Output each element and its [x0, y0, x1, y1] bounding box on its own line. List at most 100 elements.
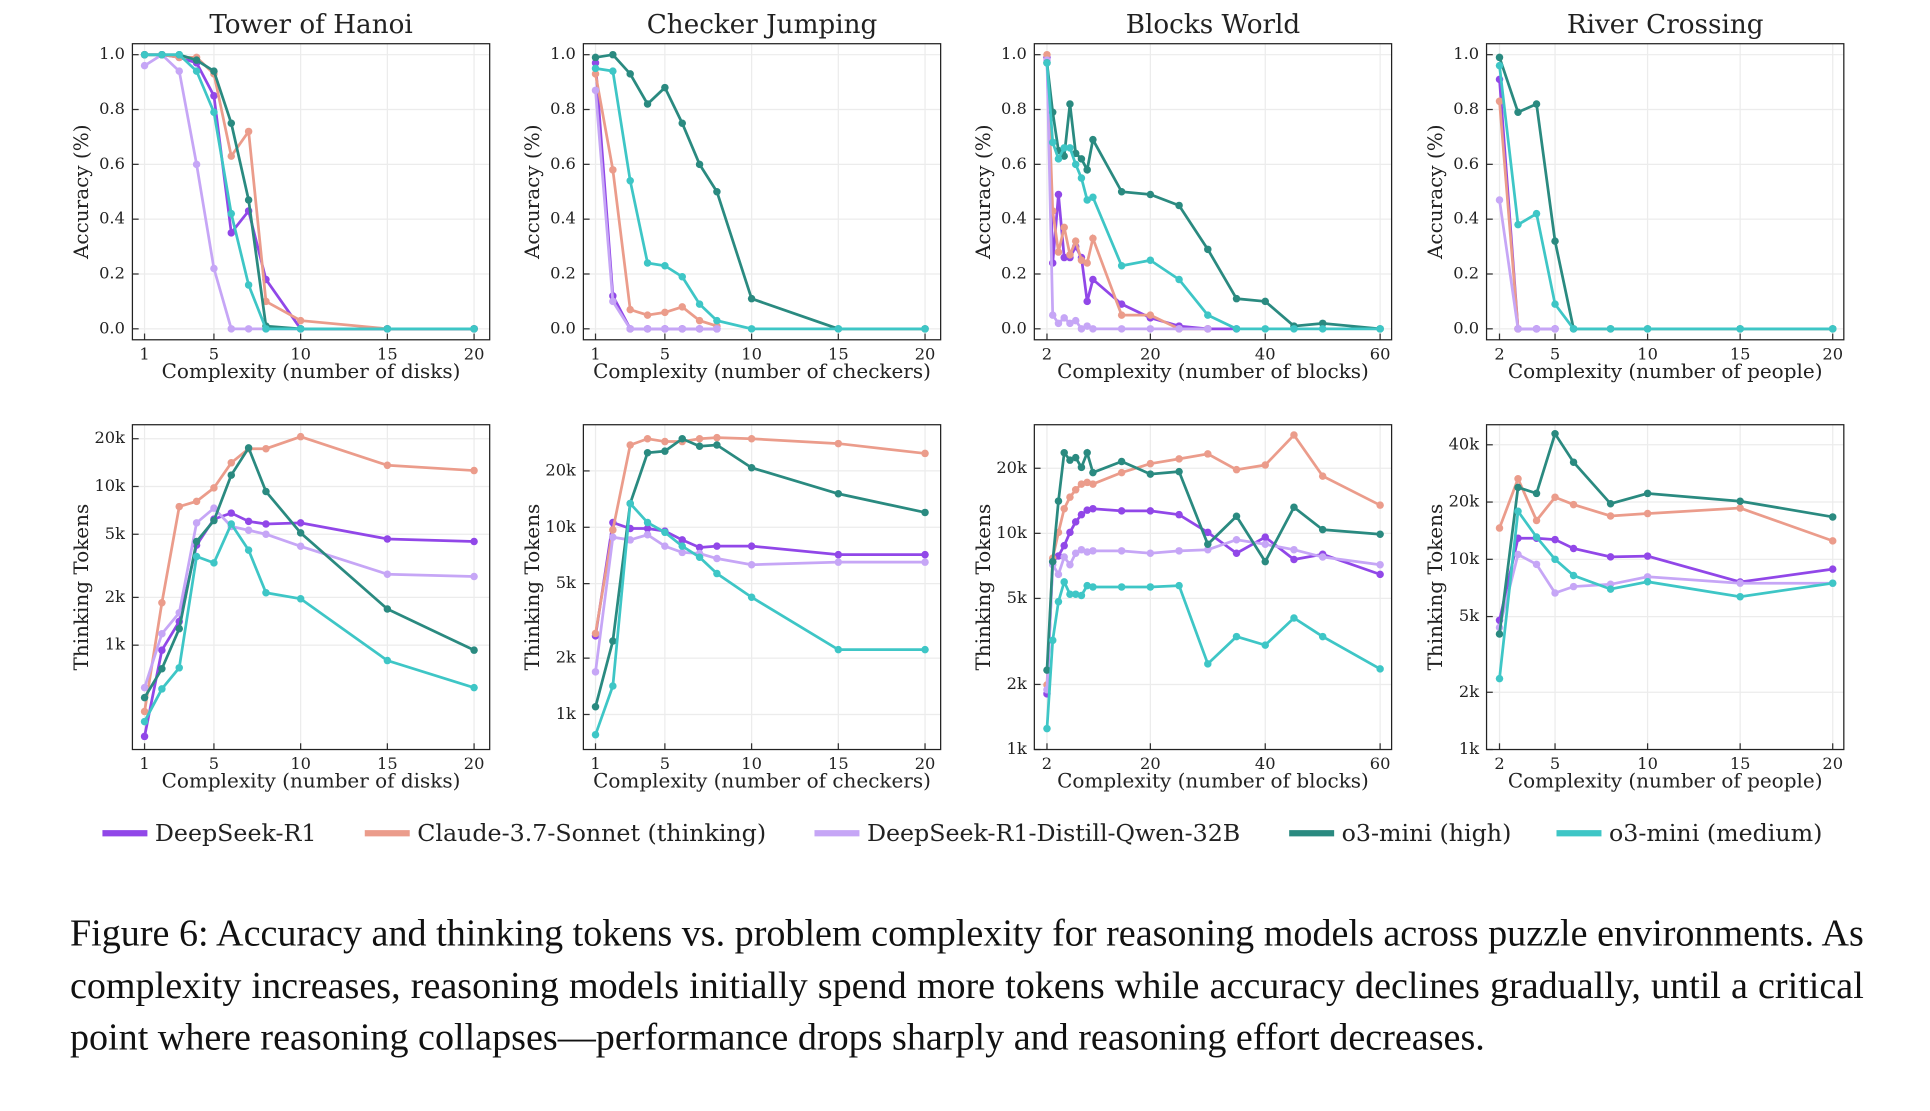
- data-point: [175, 664, 183, 672]
- data-point: [1066, 528, 1074, 537]
- data-point: [1261, 540, 1269, 549]
- data-point: [470, 683, 478, 692]
- x-tick-label: 10: [290, 344, 311, 363]
- data-point: [140, 50, 149, 59]
- data-point: [1318, 632, 1327, 641]
- data-point: [1146, 507, 1155, 515]
- series-line: [594, 73, 718, 328]
- data-point: [1643, 552, 1652, 560]
- data-point: [1054, 497, 1063, 505]
- data-point: [244, 281, 253, 289]
- y-tick-label: 0.0: [550, 318, 576, 337]
- data-point: [609, 50, 617, 59]
- x-tick-label: 10: [741, 754, 762, 773]
- data-point: [244, 196, 253, 204]
- x-tick-label: 40: [1255, 754, 1276, 773]
- subplot-title: River Crossing: [1567, 10, 1764, 40]
- data-point: [227, 229, 236, 237]
- x-tick-label: 2: [1494, 754, 1504, 773]
- data-point: [1514, 550, 1522, 559]
- data-point: [609, 166, 617, 174]
- data-point: [1089, 275, 1097, 284]
- data-point: [1077, 325, 1086, 333]
- data-point: [1514, 325, 1522, 333]
- series-line: [1498, 56, 1833, 331]
- y-tick-label: 5k: [556, 573, 576, 592]
- data-point: [747, 325, 756, 333]
- data-point: [591, 668, 600, 676]
- data-point: [1551, 237, 1559, 245]
- data-point: [1643, 509, 1652, 518]
- data-point: [1083, 297, 1091, 306]
- data-point: [210, 67, 218, 75]
- data-point: [1376, 665, 1384, 673]
- data-point: [834, 439, 843, 448]
- data-point: [1117, 311, 1126, 319]
- data-point: [1290, 545, 1298, 554]
- data-point: [175, 502, 183, 511]
- data-point: [1376, 560, 1384, 569]
- series-line: [1498, 430, 1833, 635]
- data-point: [1828, 537, 1837, 545]
- data-point: [1204, 660, 1212, 668]
- data-point: [695, 300, 704, 308]
- data-point: [1569, 325, 1578, 333]
- y-tick-label: 20k: [996, 458, 1027, 477]
- data-point: [609, 533, 617, 541]
- data-point: [1089, 468, 1097, 477]
- data-point: [1569, 544, 1578, 553]
- y-tick-label: 0.2: [550, 263, 576, 282]
- data-point: [1043, 724, 1051, 733]
- data-point: [1551, 493, 1559, 501]
- x-tick-label: 20: [1140, 344, 1161, 363]
- data-point: [262, 520, 270, 528]
- series-line: [1045, 448, 1381, 671]
- data-point: [747, 593, 756, 601]
- data-point: [678, 536, 686, 544]
- data-point: [1514, 483, 1522, 492]
- data-point: [1828, 513, 1837, 521]
- data-point: [695, 435, 704, 443]
- y-tick-label: 0.6: [1001, 154, 1027, 173]
- data-point: [383, 325, 392, 333]
- data-point: [1318, 319, 1327, 328]
- data-point: [1204, 245, 1212, 254]
- data-point: [1532, 209, 1541, 218]
- plot-frame: [1485, 43, 1845, 341]
- x-tick-label: 5: [1550, 754, 1560, 773]
- data-point: [1071, 453, 1080, 462]
- data-point: [1736, 325, 1744, 333]
- y-tick-label: 0.6: [99, 154, 125, 173]
- data-point: [1569, 500, 1578, 509]
- data-point: [227, 520, 236, 528]
- data-point: [1606, 325, 1615, 333]
- data-point: [1261, 641, 1269, 649]
- data-point: [1175, 201, 1183, 210]
- data-point: [834, 325, 843, 333]
- y-tick-label: 0.8: [99, 99, 125, 118]
- data-point: [1054, 570, 1063, 579]
- data-point: [227, 325, 236, 333]
- data-point: [1551, 325, 1559, 333]
- data-point: [192, 67, 201, 75]
- y-axis-label: Accuracy (%): [520, 125, 544, 260]
- data-point: [1089, 583, 1097, 591]
- data-point: [1083, 581, 1091, 590]
- data-point: [1066, 590, 1074, 598]
- x-tick-label: 2: [1042, 754, 1052, 773]
- data-point: [747, 560, 756, 569]
- data-point: [921, 449, 929, 458]
- data-point: [1054, 552, 1063, 560]
- data-point: [244, 325, 253, 333]
- data-point: [383, 605, 392, 613]
- data-point: [383, 656, 392, 665]
- data-point: [1606, 512, 1615, 520]
- series-line: [594, 500, 926, 736]
- data-point: [1736, 579, 1744, 587]
- data-point: [1175, 455, 1183, 463]
- data-point: [695, 442, 704, 450]
- y-tick-label: 20k: [94, 428, 125, 447]
- data-point: [713, 554, 721, 563]
- data-point: [227, 152, 236, 160]
- data-point: [921, 550, 929, 559]
